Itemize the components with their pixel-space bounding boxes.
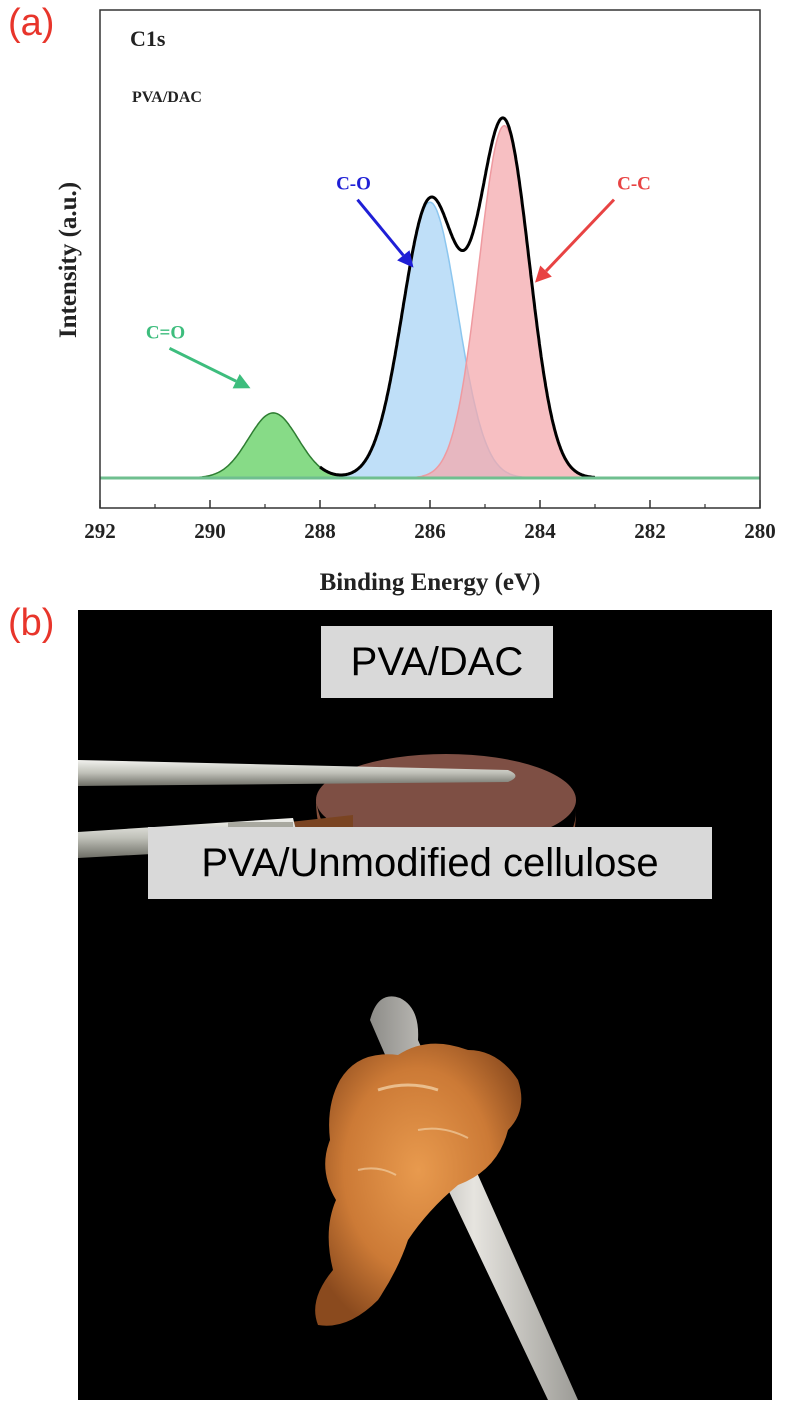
peak-arrow-3 bbox=[544, 198, 616, 273]
x-tick-label: 288 bbox=[304, 519, 336, 543]
peak-annotations: C=O C-O C-C bbox=[146, 174, 651, 389]
pva-unmodified-blob bbox=[315, 1043, 522, 1326]
xps-c1s-chart: 292 290 288 286 284 282 280 C1s PVA/DAC Bindin… bbox=[55, 9, 776, 596]
caption-pva-dac: PVA/DAC bbox=[321, 626, 553, 698]
sample-photo: PVA/DAC PVA/Unmodified cellulose bbox=[78, 610, 772, 1400]
panel-a-label: (a) bbox=[8, 2, 55, 44]
x-tick-label: 286 bbox=[414, 519, 446, 543]
x-axis-ticks: 292 290 288 286 284 282 280 bbox=[84, 500, 776, 543]
caption-pva-unmodified: PVA/Unmodified cellulose bbox=[148, 827, 712, 899]
peak-arrowhead-3 bbox=[535, 265, 552, 283]
peak-label-1: C=O bbox=[146, 322, 185, 343]
peak-arrowhead-2 bbox=[397, 250, 414, 268]
panel-b-label: (b) bbox=[8, 602, 55, 644]
peak-fill-2 bbox=[100, 201, 760, 479]
x-tick-label: 290 bbox=[194, 519, 226, 543]
peak-label-2: C-O bbox=[336, 174, 371, 195]
x-tick-label: 292 bbox=[84, 519, 116, 543]
x-tick-label: 284 bbox=[524, 519, 556, 543]
peak-arrow-1 bbox=[168, 346, 237, 383]
x-tick-label: 280 bbox=[744, 519, 776, 543]
y-axis-label: Intensity (a.u.) bbox=[55, 182, 82, 338]
plot-layer bbox=[100, 116, 760, 480]
chart-subtitle: PVA/DAC bbox=[132, 89, 202, 106]
envelope-line bbox=[319, 116, 595, 479]
peak-label-3: C-C bbox=[617, 174, 651, 195]
chart-title: C1s bbox=[130, 26, 166, 51]
x-tick-label: 282 bbox=[634, 519, 666, 543]
photo-illustration bbox=[78, 754, 578, 1400]
peak-arrow-2 bbox=[356, 198, 405, 257]
x-axis-label: Binding Energy (eV) bbox=[320, 569, 541, 596]
peak-arrowhead-1 bbox=[232, 374, 251, 389]
